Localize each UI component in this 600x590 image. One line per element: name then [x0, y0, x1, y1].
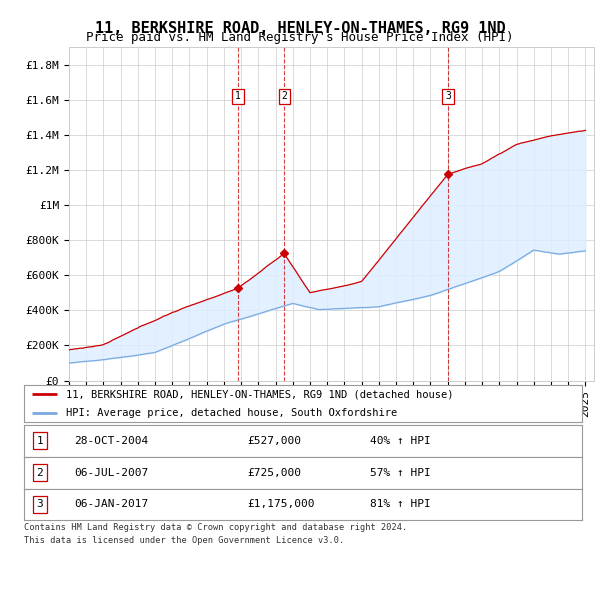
Text: This data is licensed under the Open Government Licence v3.0.: This data is licensed under the Open Gov…: [24, 536, 344, 545]
Text: 11, BERKSHIRE ROAD, HENLEY-ON-THAMES, RG9 1ND (detached house): 11, BERKSHIRE ROAD, HENLEY-ON-THAMES, RG…: [66, 389, 454, 399]
Text: £1,175,000: £1,175,000: [247, 500, 315, 509]
Text: 3: 3: [445, 91, 451, 101]
Text: £527,000: £527,000: [247, 436, 301, 445]
Text: 2: 2: [36, 468, 43, 477]
Text: 1: 1: [36, 436, 43, 445]
Text: Contains HM Land Registry data © Crown copyright and database right 2024.: Contains HM Land Registry data © Crown c…: [24, 523, 407, 532]
Text: HPI: Average price, detached house, South Oxfordshire: HPI: Average price, detached house, Sout…: [66, 408, 397, 418]
Text: 40% ↑ HPI: 40% ↑ HPI: [370, 436, 431, 445]
Text: 3: 3: [36, 500, 43, 509]
Text: 57% ↑ HPI: 57% ↑ HPI: [370, 468, 431, 477]
Text: 06-JAN-2017: 06-JAN-2017: [74, 500, 148, 509]
Text: 28-OCT-2004: 28-OCT-2004: [74, 436, 148, 445]
Text: 11, BERKSHIRE ROAD, HENLEY-ON-THAMES, RG9 1ND: 11, BERKSHIRE ROAD, HENLEY-ON-THAMES, RG…: [95, 21, 505, 35]
Text: 1: 1: [235, 91, 241, 101]
Text: 2: 2: [281, 91, 287, 101]
Text: 06-JUL-2007: 06-JUL-2007: [74, 468, 148, 477]
Text: £725,000: £725,000: [247, 468, 301, 477]
Text: Price paid vs. HM Land Registry's House Price Index (HPI): Price paid vs. HM Land Registry's House …: [86, 31, 514, 44]
Text: 81% ↑ HPI: 81% ↑ HPI: [370, 500, 431, 509]
